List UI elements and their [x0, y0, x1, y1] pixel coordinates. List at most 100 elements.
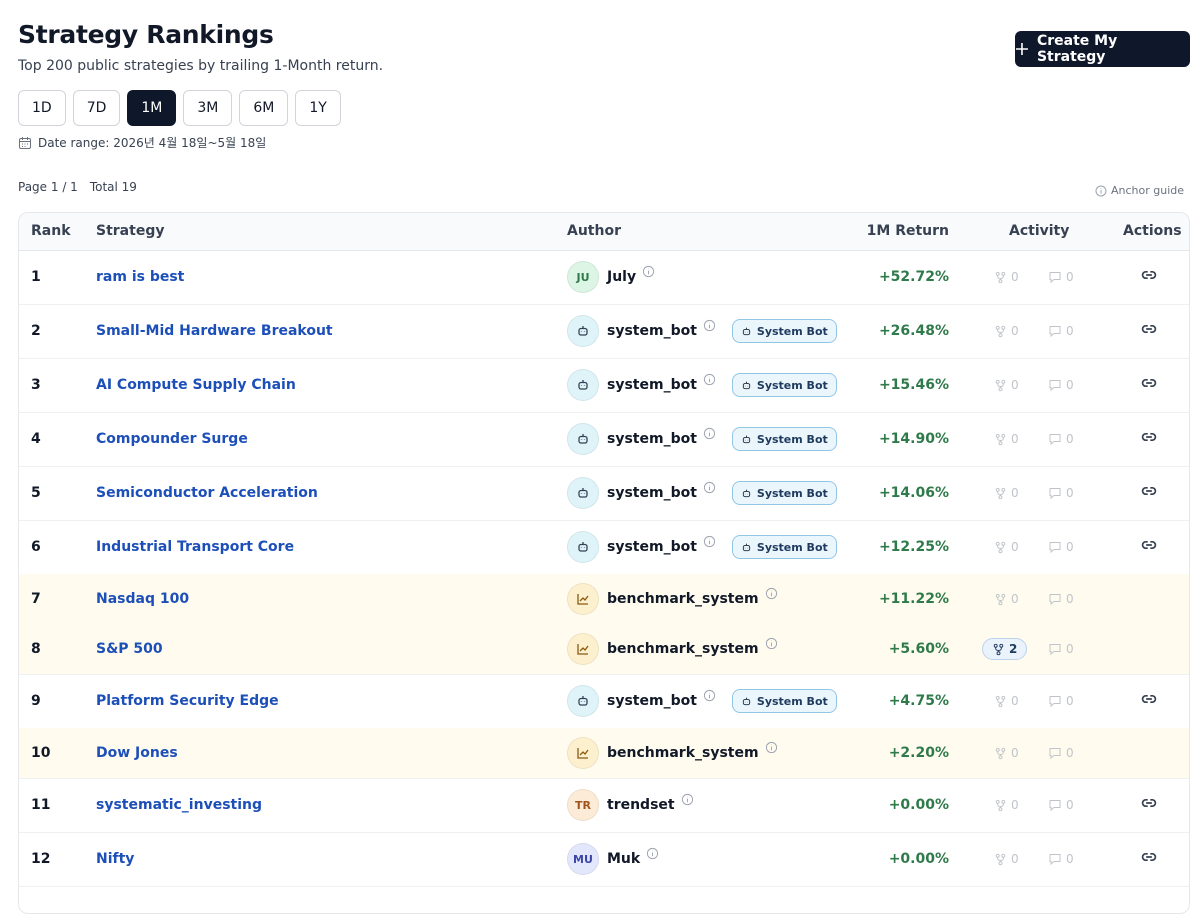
period-button[interactable]: 3M — [183, 90, 233, 126]
strategy-link[interactable]: AI Compute Supply Chain — [96, 377, 296, 393]
author-name[interactable]: benchmark_system — [607, 591, 759, 607]
table-row: 7 Nasdaq 100 benchmark_system +11.22% 0 0 — [19, 574, 1189, 625]
comment-icon — [1048, 852, 1062, 866]
author-name[interactable]: system_bot — [607, 323, 697, 339]
icon-part — [1141, 432, 1157, 442]
copy-link[interactable] — [1140, 794, 1158, 816]
copy-link[interactable] — [1140, 320, 1158, 342]
strategy-link[interactable]: Nifty — [96, 851, 135, 867]
table-row: 11 systematic_investing TR trendset +0.00% 0 0 — [19, 778, 1189, 833]
comment-count[interactable]: 0 — [1048, 746, 1074, 760]
icon-part — [997, 544, 1004, 550]
period-button[interactable]: 7D — [72, 90, 121, 126]
fork-count[interactable]: 0 — [994, 746, 1019, 760]
comment-count[interactable]: 0 — [1048, 486, 1074, 500]
copy-link[interactable] — [1140, 482, 1158, 504]
icon-part — [995, 487, 1000, 492]
copy-link[interactable] — [1140, 374, 1158, 396]
copy-link[interactable] — [1140, 428, 1158, 450]
create-strategy-button[interactable]: Create My Strategy — [1015, 31, 1190, 67]
icon — [1049, 326, 1061, 338]
fork-count[interactable]: 0 — [994, 592, 1019, 606]
comment-count[interactable]: 0 — [1048, 378, 1074, 392]
icon-part — [703, 427, 715, 439]
icon — [1049, 854, 1061, 866]
author-name[interactable]: system_bot — [607, 485, 697, 501]
icon-part — [580, 542, 586, 548]
comment-count[interactable]: 0 — [1048, 324, 1074, 338]
fork-count[interactable]: 0 — [994, 432, 1019, 446]
table-row: 5 Semiconductor Acceleration system_bot Sys… — [19, 466, 1189, 521]
icon-part — [1001, 487, 1006, 492]
fork-count[interactable]: 0 — [994, 486, 1019, 500]
strategy-link[interactable]: Small-Mid Hardware Breakout — [96, 323, 333, 339]
comment-count[interactable]: 0 — [1048, 798, 1074, 812]
author-name[interactable]: benchmark_system — [607, 745, 759, 761]
author: benchmark_system — [567, 583, 778, 615]
strategy-link[interactable]: Semiconductor Acceleration — [96, 485, 318, 501]
fork-count[interactable]: 0 — [994, 540, 1019, 554]
strategy-link[interactable]: Nasdaq 100 — [96, 591, 190, 607]
comment-count[interactable]: 0 — [1048, 642, 1074, 656]
strategy-link[interactable]: ram is best — [96, 269, 185, 285]
icon-part — [997, 750, 1004, 756]
comment-number: 0 — [1066, 642, 1074, 656]
comment-icon — [1048, 798, 1062, 812]
strategy-link[interactable]: Compounder Surge — [96, 431, 248, 447]
period-button[interactable]: 1Y — [295, 90, 341, 126]
comment-icon — [1048, 746, 1062, 760]
create-button-label[interactable]: Create My Strategy — [1036, 33, 1118, 65]
comment-count[interactable]: 0 — [1048, 694, 1074, 708]
comment-count[interactable]: 0 — [1048, 432, 1074, 446]
fork-number: 2 — [1009, 642, 1018, 656]
author-name[interactable]: July — [607, 269, 637, 285]
icon-part — [580, 488, 586, 494]
comment-icon — [1048, 694, 1062, 708]
author-name[interactable]: system_bot — [607, 539, 697, 555]
fork-count[interactable]: 0 — [994, 324, 1019, 338]
link-icon — [1140, 374, 1158, 392]
period-button[interactable]: 6M — [239, 90, 289, 126]
anchor-guide-label[interactable]: Anchor guide — [1110, 184, 1184, 197]
author-name[interactable]: trendset — [607, 797, 675, 813]
strategy-link[interactable]: Platform Security Edge — [96, 693, 279, 709]
fork-count[interactable]: 0 — [994, 798, 1019, 812]
copy-link[interactable] — [1140, 848, 1158, 870]
fork-count[interactable]: 0 — [994, 852, 1019, 866]
anchor-guide[interactable]: Anchor guide — [1095, 184, 1184, 197]
icon — [742, 543, 751, 551]
strategy-link[interactable]: Industrial Transport Core — [96, 539, 295, 555]
fork-count[interactable]: 0 — [994, 694, 1019, 708]
link-icon — [1140, 482, 1158, 500]
period-button[interactable]: 1M — [127, 90, 177, 126]
author-name[interactable]: benchmark_system — [607, 641, 759, 657]
icon-part — [995, 593, 1000, 598]
icon-part — [1015, 43, 1028, 55]
strategy-link[interactable]: systematic_investing — [96, 797, 263, 813]
return: +12.25% — [878, 539, 949, 555]
copy-link[interactable] — [1140, 266, 1158, 288]
copy-link[interactable] — [1140, 536, 1158, 558]
comment-count[interactable]: 0 — [1048, 592, 1074, 606]
return: +15.46% — [878, 377, 949, 393]
author-avatar — [567, 633, 599, 665]
icon-part — [1049, 696, 1061, 708]
comment-count[interactable]: 0 — [1048, 540, 1074, 554]
author-name[interactable]: system_bot — [607, 377, 697, 393]
table-row: 3 AI Compute Supply Chain system_bot System… — [19, 358, 1189, 413]
fork-count[interactable]: 2 — [982, 638, 1028, 660]
strategy-link[interactable]: S&P 500 — [96, 641, 163, 657]
column-header: 1M Return — [866, 223, 949, 239]
comment-count[interactable]: 0 — [1048, 270, 1074, 284]
fork-count[interactable]: 0 — [994, 378, 1019, 392]
author-name[interactable]: system_bot — [607, 431, 697, 447]
author-name[interactable]: Muk — [607, 851, 641, 867]
fork-count[interactable]: 0 — [994, 270, 1019, 284]
period-button[interactable]: 1D — [18, 90, 66, 126]
author-name[interactable]: system_bot — [607, 693, 697, 709]
strategy-link[interactable]: Dow Jones — [96, 745, 178, 761]
icon-part — [996, 650, 1001, 655]
comment-count[interactable]: 0 — [1048, 852, 1074, 866]
copy-link[interactable] — [1140, 690, 1158, 712]
author-avatar: MU — [567, 843, 599, 875]
